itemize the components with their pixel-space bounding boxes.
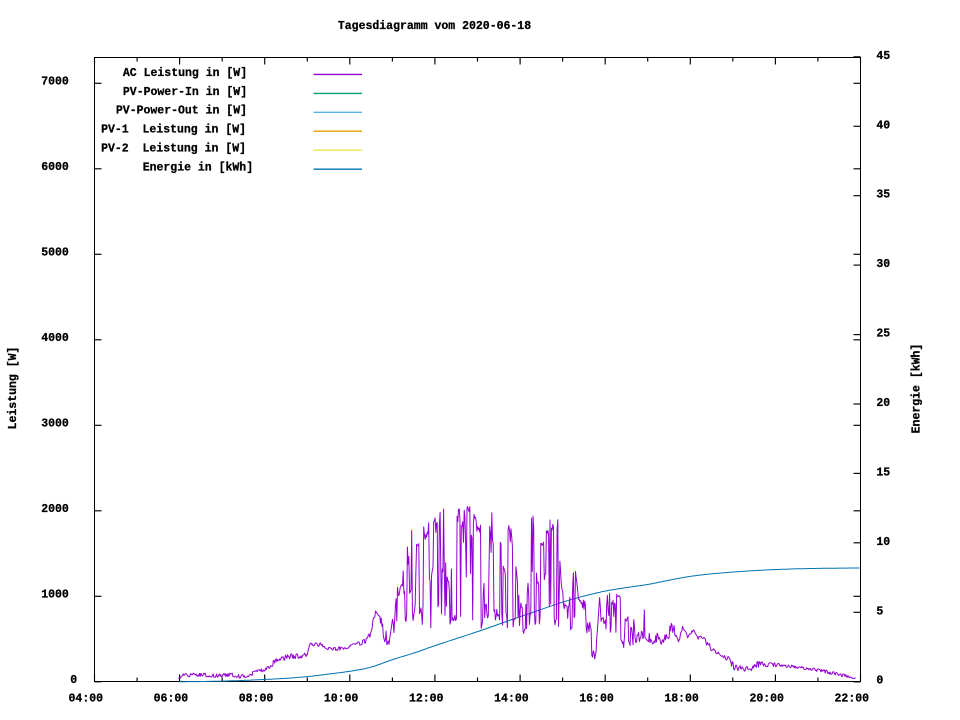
svg-text:1000: 1000: [41, 588, 69, 601]
svg-text:20: 20: [876, 397, 890, 410]
svg-text:04:00: 04:00: [69, 692, 104, 705]
svg-text:Tagesdiagramm vom 2020-06-18: Tagesdiagramm vom 2020-06-18: [338, 20, 531, 33]
svg-text:10: 10: [876, 536, 890, 549]
svg-text:08:00: 08:00: [239, 692, 274, 705]
svg-text:Energie in [kWh]: Energie in [kWh]: [143, 162, 253, 175]
svg-text:5: 5: [876, 605, 883, 618]
svg-text:16:00: 16:00: [579, 692, 614, 705]
svg-text:30: 30: [876, 258, 890, 271]
svg-text:6000: 6000: [41, 161, 69, 174]
svg-text:18:00: 18:00: [664, 692, 699, 705]
svg-text:06:00: 06:00: [154, 692, 189, 705]
svg-text:7000: 7000: [41, 75, 69, 88]
svg-text:2000: 2000: [41, 503, 69, 516]
svg-text:25: 25: [876, 328, 890, 341]
svg-text:35: 35: [876, 189, 890, 202]
svg-text:PV-2 Leistung in [W]: PV-2 Leistung in [W]: [101, 143, 246, 156]
svg-text:PV-Power-In in [W]: PV-Power-In in [W]: [123, 86, 247, 99]
svg-text:20:00: 20:00: [749, 692, 784, 705]
svg-text:12:00: 12:00: [409, 692, 444, 705]
svg-text:4000: 4000: [41, 332, 69, 345]
svg-text:PV-1 Leistung in [W]: PV-1 Leistung in [W]: [101, 124, 246, 137]
svg-text:3000: 3000: [41, 417, 69, 430]
svg-text:45: 45: [876, 50, 890, 63]
svg-text:40: 40: [876, 119, 890, 132]
svg-text:10:00: 10:00: [324, 692, 359, 705]
svg-text:Energie [kWh]: Energie [kWh]: [910, 344, 923, 434]
svg-text:5000: 5000: [41, 246, 69, 259]
svg-text:14:00: 14:00: [494, 692, 529, 705]
svg-text:PV-Power-Out in [W]: PV-Power-Out in [W]: [116, 105, 247, 118]
svg-text:AC Leistung in [W]: AC Leistung in [W]: [123, 67, 247, 80]
svg-text:0: 0: [70, 674, 77, 687]
svg-text:15: 15: [876, 466, 890, 479]
svg-text:0: 0: [876, 675, 883, 688]
svg-text:22:00: 22:00: [835, 692, 870, 705]
svg-text:Leistung [W]: Leistung [W]: [7, 347, 20, 430]
